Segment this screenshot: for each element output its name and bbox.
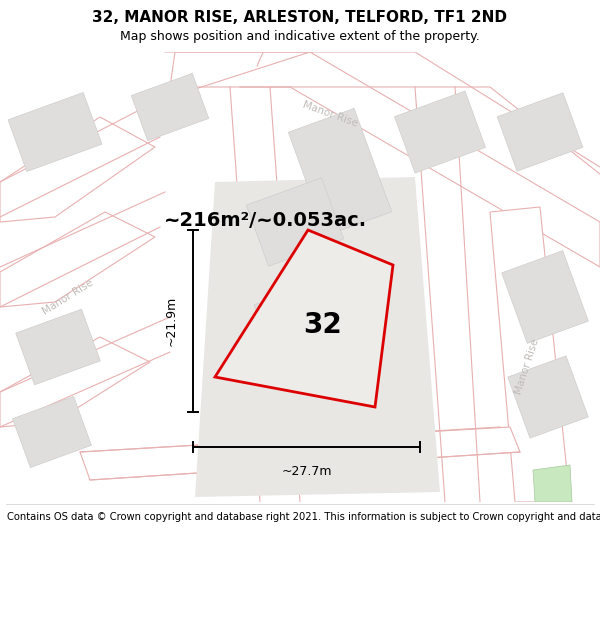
Polygon shape [490, 207, 570, 502]
Text: 32, MANOR RISE, ARLESTON, TELFORD, TF1 2ND: 32, MANOR RISE, ARLESTON, TELFORD, TF1 2… [92, 11, 508, 26]
Polygon shape [0, 212, 155, 307]
Text: Map shows position and indicative extent of the property.: Map shows position and indicative extent… [120, 29, 480, 42]
Polygon shape [170, 52, 600, 267]
Polygon shape [502, 251, 589, 343]
Polygon shape [246, 177, 344, 266]
Polygon shape [131, 73, 209, 141]
Text: Manor Rise: Manor Rise [301, 99, 359, 129]
Text: Manor Rise: Manor Rise [514, 338, 541, 396]
Text: ~27.7m: ~27.7m [281, 465, 332, 478]
Polygon shape [13, 396, 91, 468]
Text: Contains OS data © Crown copyright and database right 2021. This information is : Contains OS data © Crown copyright and d… [7, 512, 600, 522]
Polygon shape [80, 427, 520, 480]
Text: 32: 32 [304, 311, 342, 339]
Text: Manor Rise: Manor Rise [41, 278, 95, 317]
Text: ~216m²/~0.053ac.: ~216m²/~0.053ac. [163, 211, 367, 229]
Polygon shape [533, 465, 572, 502]
Polygon shape [0, 337, 150, 427]
Polygon shape [254, 282, 336, 361]
Polygon shape [0, 117, 155, 222]
Polygon shape [395, 91, 485, 173]
Polygon shape [16, 309, 100, 385]
Polygon shape [8, 92, 102, 171]
Text: ~21.9m: ~21.9m [164, 296, 178, 346]
Polygon shape [497, 92, 583, 171]
Polygon shape [215, 230, 393, 407]
Polygon shape [508, 356, 588, 438]
Polygon shape [288, 108, 392, 236]
Polygon shape [195, 177, 440, 497]
